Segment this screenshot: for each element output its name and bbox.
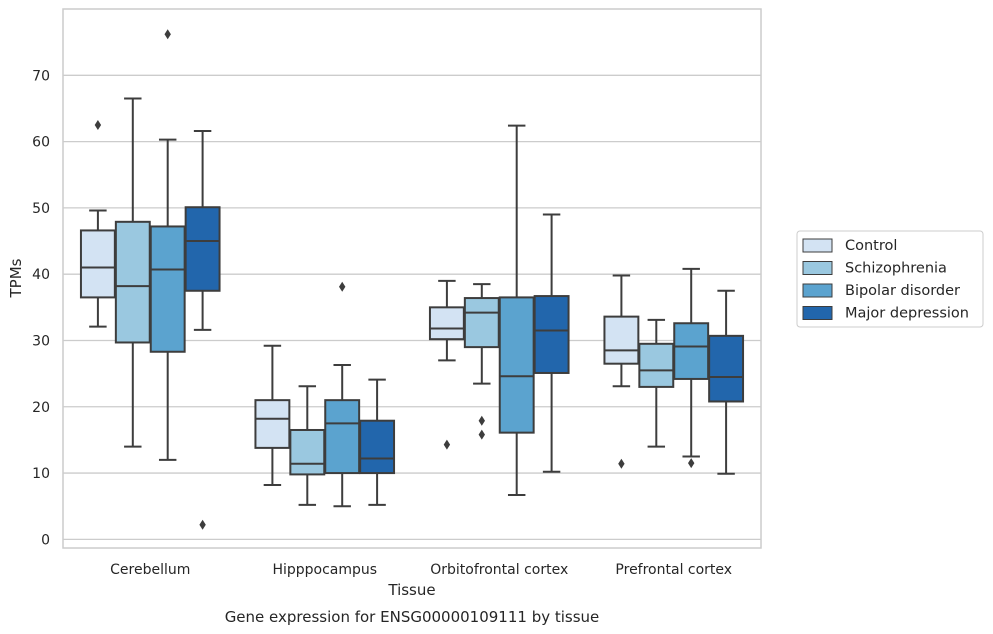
iqr-box xyxy=(149,225,186,353)
boxes xyxy=(79,29,745,530)
iqr-box xyxy=(638,342,675,388)
outlier-point xyxy=(478,415,485,426)
iqr-box xyxy=(114,220,151,344)
outlier-point xyxy=(443,439,451,450)
iqr-box xyxy=(428,306,465,341)
legend-swatch xyxy=(802,238,833,253)
iqr-box xyxy=(708,334,745,403)
iqr-box xyxy=(79,229,116,299)
legend-frame xyxy=(796,230,984,328)
figure-caption: Gene expression for ENSG00000109111 by t… xyxy=(225,608,600,626)
y-tick-labels: 0 10 20 30 40 50 60 70 xyxy=(32,68,50,548)
legend: Control Schizophrenia Bipolar disorder Majo… xyxy=(796,230,984,328)
box-schizophrenia xyxy=(638,318,675,448)
iqr-box xyxy=(254,399,291,449)
y-tick-label: 10 xyxy=(32,466,50,482)
iqr-box xyxy=(603,315,640,365)
box-bipolar-disorder xyxy=(498,124,535,496)
x-axis-title: Tissue xyxy=(387,581,435,599)
iqr-box xyxy=(498,296,535,434)
legend-label: Major depression xyxy=(845,306,969,322)
box-schizophrenia xyxy=(289,385,326,506)
outlier-point xyxy=(688,458,695,469)
box-control xyxy=(79,120,116,328)
iqr-box xyxy=(184,206,221,292)
legend-swatch xyxy=(802,261,833,275)
outlier-point xyxy=(164,29,171,40)
y-axis-title: TPMs xyxy=(7,258,25,298)
box-major-depression xyxy=(184,129,221,530)
x-tick-label: Orbitofrontal cortex xyxy=(430,562,568,578)
outlier-point xyxy=(339,281,346,292)
legend-swatch xyxy=(802,306,833,320)
box-control xyxy=(428,279,465,450)
box-major-depression xyxy=(533,213,570,473)
x-tick-labels: Cerebellum Hipppocampus Orbitofrontal cort… xyxy=(110,562,732,578)
y-tick-label: 50 xyxy=(32,201,50,217)
box-control xyxy=(603,274,640,469)
legend-label: Schizophrenia xyxy=(845,261,947,277)
y-tick-label: 70 xyxy=(32,68,50,84)
box-major-depression xyxy=(708,289,745,475)
iqr-box xyxy=(673,322,710,380)
iqr-box xyxy=(533,295,570,374)
y-tick-label: 60 xyxy=(32,135,50,151)
outlier-point xyxy=(478,429,485,440)
box-bipolar-disorder xyxy=(324,281,361,508)
iqr-box xyxy=(359,419,396,475)
box-bipolar-disorder xyxy=(149,29,186,461)
outlier-point xyxy=(199,519,206,530)
box-control xyxy=(254,344,291,487)
x-tick-label: Hipppocampus xyxy=(272,562,377,578)
x-tick-label: Prefrontal cortex xyxy=(615,562,732,578)
box-schizophrenia xyxy=(114,97,151,448)
legend-label: Bipolar disorder xyxy=(845,283,960,299)
box-bipolar-disorder xyxy=(673,267,710,469)
y-tick-label: 20 xyxy=(32,400,50,416)
legend-swatch xyxy=(802,283,833,298)
y-tick-label: 30 xyxy=(32,333,50,349)
outlier-point xyxy=(94,120,102,131)
iqr-box xyxy=(289,428,326,476)
iqr-box xyxy=(463,297,500,349)
legend-label: Control xyxy=(845,238,897,254)
y-tick-label: 0 xyxy=(41,532,50,548)
box-schizophrenia xyxy=(463,283,500,440)
y-tick-label: 40 xyxy=(32,267,50,283)
x-tick-label: Cerebellum xyxy=(110,562,190,578)
plot-area-frame xyxy=(62,8,762,549)
iqr-box xyxy=(324,399,361,475)
outlier-point xyxy=(618,458,625,469)
box-major-depression xyxy=(359,378,396,506)
